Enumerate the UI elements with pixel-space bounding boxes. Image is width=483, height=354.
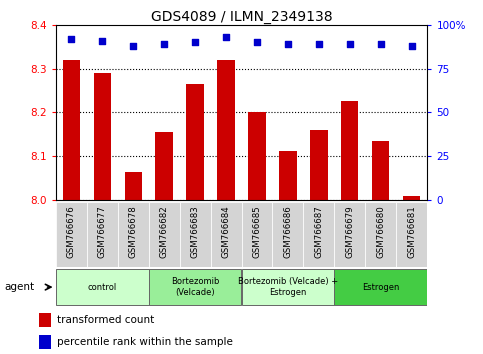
Bar — [125, 172, 142, 200]
Point — [129, 43, 137, 48]
Text: percentile rank within the sample: percentile rank within the sample — [57, 337, 233, 347]
Text: GSM766684: GSM766684 — [222, 205, 230, 258]
Bar — [272, 202, 303, 267]
Bar — [334, 269, 427, 306]
Text: GSM766677: GSM766677 — [98, 205, 107, 258]
Bar — [242, 202, 272, 267]
Text: transformed count: transformed count — [57, 315, 154, 325]
Bar — [39, 313, 51, 327]
Point — [284, 41, 292, 47]
Text: control: control — [87, 282, 117, 292]
Point — [67, 36, 75, 42]
Text: GSM766683: GSM766683 — [190, 205, 199, 258]
Bar — [334, 202, 366, 267]
Text: GSM766686: GSM766686 — [284, 205, 293, 258]
Bar — [303, 202, 334, 267]
Point — [408, 43, 416, 48]
Bar — [56, 202, 86, 267]
Point — [160, 41, 168, 47]
Bar — [94, 73, 111, 200]
Point — [98, 38, 106, 44]
Bar — [403, 196, 421, 200]
Bar — [397, 202, 427, 267]
Bar — [56, 269, 149, 306]
Bar — [149, 202, 180, 267]
Bar — [217, 60, 235, 200]
Bar — [149, 269, 242, 306]
Text: GSM766680: GSM766680 — [376, 205, 385, 258]
Bar — [62, 60, 80, 200]
Text: GSM766678: GSM766678 — [128, 205, 138, 258]
Text: Bortezomib (Velcade) +
Estrogen: Bortezomib (Velcade) + Estrogen — [238, 278, 338, 297]
Text: GSM766682: GSM766682 — [159, 205, 169, 258]
Text: GSM766685: GSM766685 — [253, 205, 261, 258]
Bar — [180, 202, 211, 267]
Bar — [372, 141, 389, 200]
Text: GSM766676: GSM766676 — [67, 205, 75, 258]
Title: GDS4089 / ILMN_2349138: GDS4089 / ILMN_2349138 — [151, 10, 332, 24]
Bar — [248, 113, 266, 200]
Point — [222, 34, 230, 40]
Bar — [211, 202, 242, 267]
Bar — [117, 202, 149, 267]
Bar — [341, 102, 358, 200]
Point — [253, 40, 261, 45]
Point — [191, 40, 199, 45]
Bar — [86, 202, 117, 267]
Text: Bortezomib
(Velcade): Bortezomib (Velcade) — [171, 278, 219, 297]
Bar — [39, 335, 51, 349]
Bar — [366, 202, 397, 267]
Point — [346, 41, 354, 47]
Bar — [186, 84, 203, 200]
Bar — [156, 132, 172, 200]
Text: agent: agent — [5, 282, 35, 292]
Text: Estrogen: Estrogen — [362, 282, 399, 292]
Bar — [280, 150, 297, 200]
Bar — [242, 269, 334, 306]
Text: GSM766681: GSM766681 — [408, 205, 416, 258]
Text: GSM766679: GSM766679 — [345, 205, 355, 258]
Point — [315, 41, 323, 47]
Bar — [311, 130, 327, 200]
Text: GSM766687: GSM766687 — [314, 205, 324, 258]
Point — [377, 41, 385, 47]
